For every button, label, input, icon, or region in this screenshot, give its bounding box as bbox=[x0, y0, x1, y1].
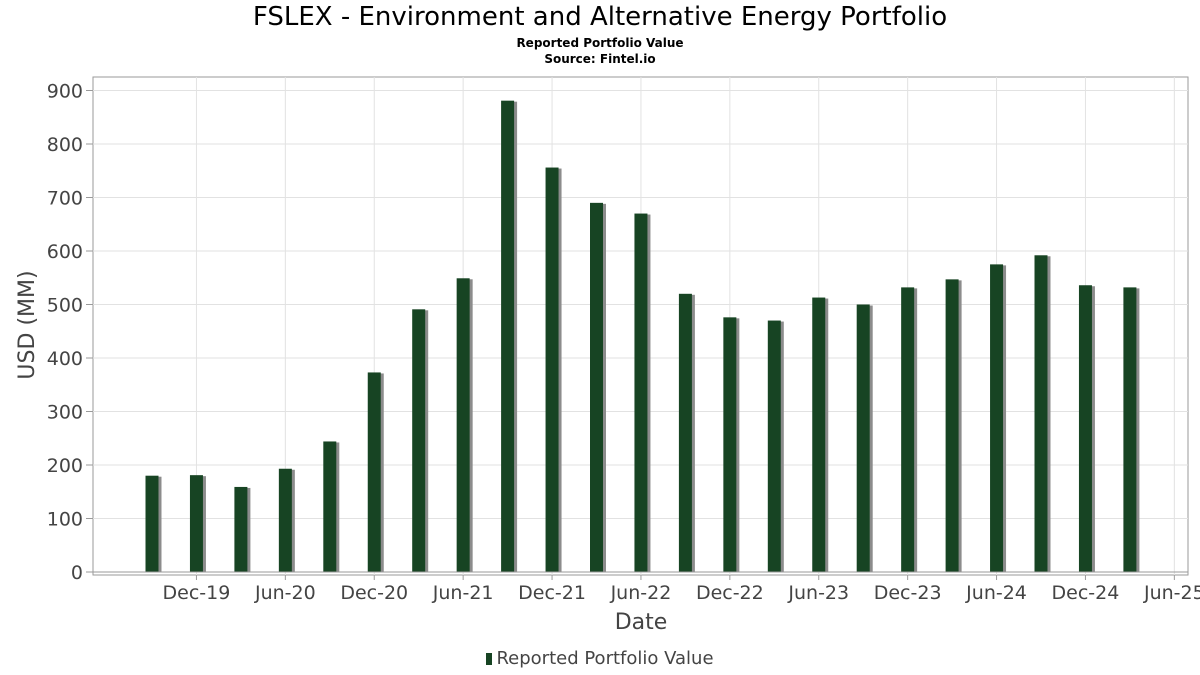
bar-layer bbox=[145, 100, 1140, 573]
x-tick-label: Jun-23 bbox=[787, 582, 849, 604]
bar bbox=[590, 202, 603, 572]
bar bbox=[412, 309, 426, 572]
bar bbox=[767, 320, 781, 572]
y-tick-label: 500 bbox=[47, 295, 83, 317]
x-tick-label: Jun-22 bbox=[610, 582, 672, 604]
x-tick-label: Dec-20 bbox=[340, 582, 408, 604]
bar bbox=[901, 287, 915, 572]
x-tick-label: Dec-19 bbox=[163, 582, 231, 604]
legend-label: Reported Portfolio Value bbox=[496, 648, 714, 669]
bar bbox=[501, 100, 515, 572]
legend-swatch bbox=[486, 653, 493, 665]
bar bbox=[545, 167, 559, 573]
y-tick-label: 200 bbox=[47, 455, 83, 477]
bar bbox=[189, 475, 203, 572]
bar bbox=[278, 468, 292, 572]
x-tick-label: Dec-24 bbox=[1052, 582, 1120, 604]
x-tick-label: Dec-23 bbox=[874, 582, 942, 604]
chart-subtitle: Reported Portfolio Value bbox=[516, 36, 684, 50]
bar bbox=[945, 279, 959, 572]
legend: Reported Portfolio Value bbox=[0, 648, 1200, 669]
x-tick-label: Jun-24 bbox=[965, 582, 1027, 604]
x-tick-label: Jun-21 bbox=[432, 582, 494, 604]
y-tick-label: 100 bbox=[47, 509, 83, 531]
x-axis-label: Date bbox=[615, 610, 668, 635]
chart-title: FSLEX - Environment and Alternative Ener… bbox=[252, 2, 948, 32]
x-tick-label: Jun-25 bbox=[1143, 582, 1200, 604]
chart-source: Source: Fintel.io bbox=[544, 52, 656, 66]
bar bbox=[812, 297, 826, 572]
x-tick-label: Dec-22 bbox=[696, 582, 764, 604]
bar bbox=[1034, 255, 1048, 572]
axis-layer: 0 100 200 300 400 500 600 700 800 900 Dec-19 Jun-20… bbox=[47, 81, 1200, 605]
x-tick-label: Dec-21 bbox=[518, 582, 586, 604]
y-tick-label: 300 bbox=[47, 402, 83, 424]
bar bbox=[145, 475, 159, 572]
bar bbox=[456, 278, 470, 572]
y-tick-label: 700 bbox=[47, 188, 83, 210]
y-tick-label: 400 bbox=[47, 348, 83, 370]
bar bbox=[234, 486, 248, 572]
bar bbox=[723, 317, 737, 572]
bar bbox=[367, 372, 381, 572]
bar bbox=[678, 293, 692, 572]
y-axis-label: USD (MM) bbox=[15, 270, 40, 379]
bar bbox=[1123, 287, 1137, 572]
x-tick-label: Jun-20 bbox=[254, 582, 316, 604]
y-tick-label: 0 bbox=[71, 562, 83, 584]
y-tick-label: 900 bbox=[47, 81, 83, 103]
bar bbox=[1078, 285, 1092, 572]
bar bbox=[634, 213, 648, 573]
bar bbox=[990, 264, 1004, 572]
bar bbox=[323, 441, 337, 572]
y-tick-label: 800 bbox=[47, 134, 83, 156]
y-tick-label: 600 bbox=[47, 241, 83, 263]
bar bbox=[856, 304, 870, 572]
